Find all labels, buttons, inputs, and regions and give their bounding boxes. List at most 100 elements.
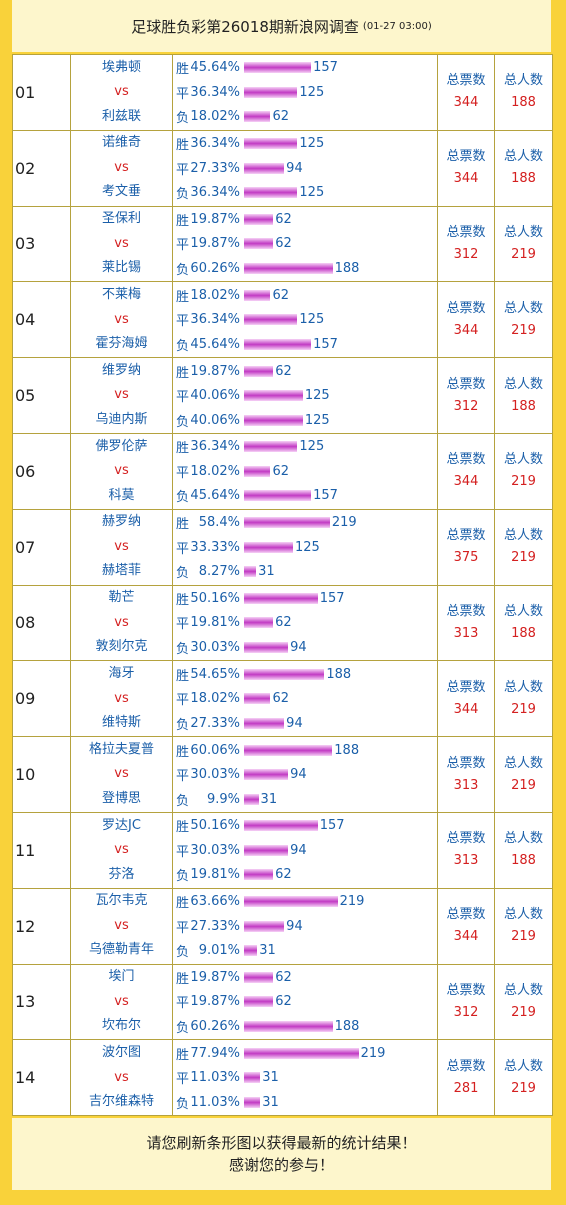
outcome-label: 负 [176,111,190,127]
teams: 埃门 vs 坎布尔 [70,963,173,1041]
bar [244,490,312,502]
total-votes-value: 313 [453,625,479,641]
bar [244,314,298,326]
match-number: 08 [12,584,71,662]
total-people-value: 219 [511,322,536,338]
bar [244,566,257,578]
bar [244,111,271,123]
total-votes-label: 总票数 [446,1058,486,1074]
count: 31 [262,1070,279,1086]
bar [244,62,312,74]
percent: 11.03% [190,1094,240,1110]
bar [244,289,271,301]
bar [244,945,258,957]
outcome-label: 胜 [176,820,190,836]
total-people-label: 总人数 [503,376,543,392]
outcome-label: 负 [176,793,190,809]
outcome-label: 胜 [176,365,190,381]
total-people: 总人数 219 [494,963,553,1041]
count: 94 [286,715,303,731]
outcome-label: 胜 [176,213,190,229]
total-people-label: 总人数 [503,149,543,165]
outcome-label: 胜 [176,517,190,533]
percent: 19.87% [190,363,240,379]
bar [244,1047,359,1059]
total-votes-value: 312 [453,1004,479,1020]
match-row: 14 波尔图 vs 吉尔维森特 胜 77.94% 219 平 11.03% 31 负 11.03% 31… [12,1039,553,1117]
vs: vs [114,235,129,251]
total-votes: 总票数 313 [437,584,495,662]
total-votes: 总票数 281 [437,1039,495,1117]
match-table: 01 埃弗顿 vs 利兹联胜 45.64% 157 平 36.34% 125 负 18.02% 62 总… [12,54,553,1117]
count: 157 [313,488,338,504]
match-row: 13 埃门 vs 坎布尔 胜 19.87% 62 平 19.87% 62 负 60.26% 188 总票数… [12,963,553,1041]
count: 219 [360,1045,386,1061]
away-team: 考文垂 [101,184,141,200]
teams: 圣保利 vs 莱比锡 [70,205,173,283]
results: 胜 77.94% 219 平 11.03% 31 负 11.03% 31 [172,1039,438,1117]
total-people: 总人数 219 [494,432,553,510]
total-people: 总人数 219 [494,660,553,738]
total-votes-value: 312 [453,398,479,414]
percent: 18.02% [190,691,240,707]
match-number: 07 [12,508,71,586]
count: 62 [275,211,292,227]
outcome-label: 平 [176,920,190,936]
count: 94 [290,767,307,783]
percent: 36.34% [190,312,240,328]
result-line: 平 30.03% 94 [173,838,437,863]
total-votes-label: 总票数 [446,831,486,847]
count: 157 [319,818,345,834]
bar [244,162,285,174]
result-line: 平 19.81% 62 [173,611,437,636]
result-line: 胜 58.4% 219 [173,510,437,535]
outcome-label: 负 [176,187,190,203]
result-line: 负 30.03% 94 [173,635,437,660]
result-line: 胜 18.02% 62 [173,283,437,308]
result-line: 胜 36.34% 125 [173,435,437,460]
result-line: 平 27.33% 94 [173,914,437,939]
bar [244,262,333,274]
percent: 18.02% [190,287,240,303]
outcome-label: 负 [176,869,190,885]
results: 胜 60.06% 188 平 30.03% 94 负 9.9% 31 [172,736,438,813]
total-people-value: 219 [511,1080,536,1096]
time: (01-27 03:00) [362,20,432,32]
count: 62 [275,969,292,985]
teams: 海牙 vs 维特斯 [70,660,173,738]
bar [244,238,274,250]
result-line: 负 18.02% 62 [173,105,437,130]
result-line: 负 60.26% 188 [173,1014,437,1039]
percent: 27.33% [190,715,240,731]
total-votes-label: 总票数 [446,528,486,544]
bar [244,717,285,729]
outcome-label: 负 [176,262,190,278]
count: 188 [334,742,360,758]
teams: 不莱梅 vs 霍芬海姆 [70,281,173,359]
total-votes-value: 344 [453,701,479,717]
total-votes-value: 281 [453,1080,479,1096]
total-votes-value: 313 [453,853,479,869]
count: 62 [272,109,290,125]
result-line: 胜 19.87% 62 [173,207,437,232]
results: 胜 19.87% 62 平 19.87% 62 负 60.26% 188 [172,205,438,283]
result-line: 平 36.34% 125 [173,80,437,105]
total-votes-value: 375 [453,550,479,566]
away-team: 维特斯 [101,715,141,731]
outcome-label: 胜 [176,744,190,760]
total-people-label: 总人数 [503,982,543,998]
result-line: 平 36.34% 125 [173,308,437,333]
vs: vs [114,690,129,706]
teams: 波尔图 vs 吉尔维森特 [70,1039,173,1117]
percent: 30.03% [190,639,240,655]
total-people: 总人数 188 [494,129,553,207]
total-people-value: 188 [511,95,536,111]
count: 125 [294,539,320,555]
total-people-value: 219 [511,1004,536,1020]
total-votes: 总票数 375 [437,508,495,586]
results: 胜 36.34% 125 平 27.33% 94 负 36.34% 125 [172,129,438,207]
percent: 19.87% [190,969,240,985]
result-line: 胜 77.94% 219 [173,1041,437,1066]
away-team: 乌迪内斯 [95,411,148,427]
bar [244,896,338,908]
